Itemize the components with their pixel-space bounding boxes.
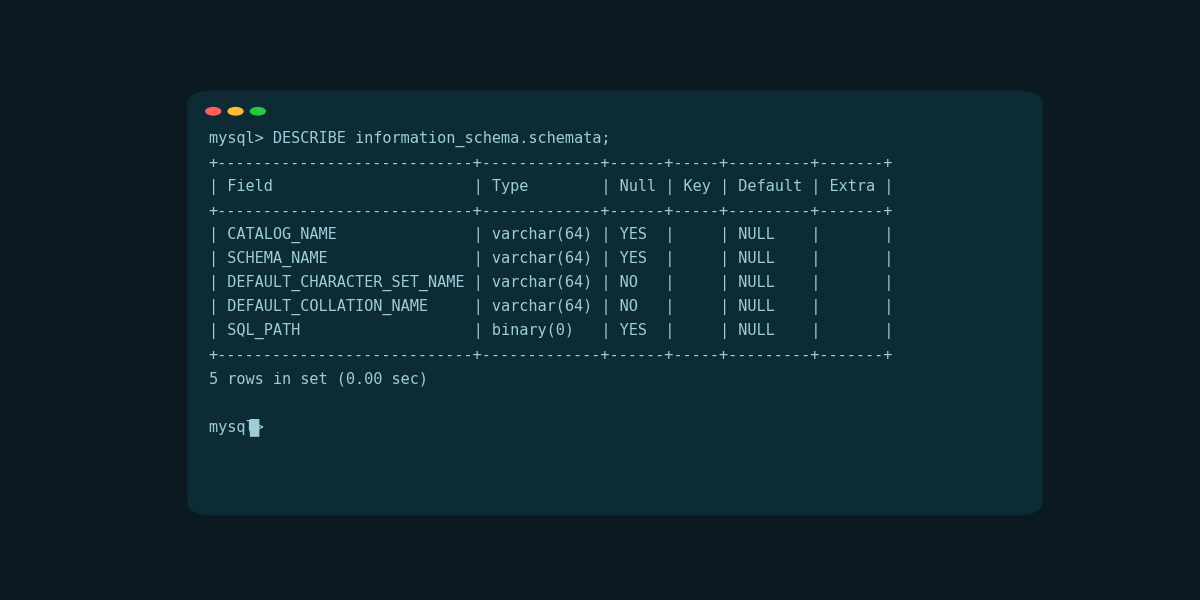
Text: mysql>: mysql>: [209, 420, 272, 435]
Circle shape: [206, 107, 221, 115]
Circle shape: [251, 107, 265, 115]
Text: mysql> DESCRIBE information_schema.schemata;: mysql> DESCRIBE information_schema.schem…: [209, 131, 610, 147]
Text: | SQL_PATH                   | binary(0)   | YES  |     | NULL    |       |: | SQL_PATH | binary(0) | YES | | NULL | …: [209, 323, 893, 339]
Text: █: █: [248, 418, 258, 436]
Text: | CATALOG_NAME               | varchar(64) | YES  |     | NULL    |       |: | CATALOG_NAME | varchar(64) | YES | | N…: [209, 227, 893, 243]
FancyBboxPatch shape: [187, 91, 1043, 515]
Text: +----------------------------+-------------+------+-----+---------+-------+: +----------------------------+----------…: [209, 203, 893, 218]
Text: +----------------------------+-------------+------+-----+---------+-------+: +----------------------------+----------…: [209, 348, 893, 363]
Text: | DEFAULT_CHARACTER_SET_NAME | varchar(64) | NO   |     | NULL    |       |: | DEFAULT_CHARACTER_SET_NAME | varchar(6…: [209, 275, 893, 291]
Text: +----------------------------+-------------+------+-----+---------+-------+: +----------------------------+----------…: [209, 155, 893, 170]
Text: | SCHEMA_NAME                | varchar(64) | YES  |     | NULL    |       |: | SCHEMA_NAME | varchar(64) | YES | | NU…: [209, 251, 893, 267]
Circle shape: [228, 107, 242, 115]
Text: 5 rows in set (0.00 sec): 5 rows in set (0.00 sec): [209, 372, 427, 387]
Text: | Field                      | Type        | Null | Key | Default | Extra |: | Field | Type | Null | Key | Default | …: [209, 179, 893, 195]
Text: | DEFAULT_COLLATION_NAME     | varchar(64) | NO   |     | NULL    |       |: | DEFAULT_COLLATION_NAME | varchar(64) |…: [209, 299, 893, 315]
